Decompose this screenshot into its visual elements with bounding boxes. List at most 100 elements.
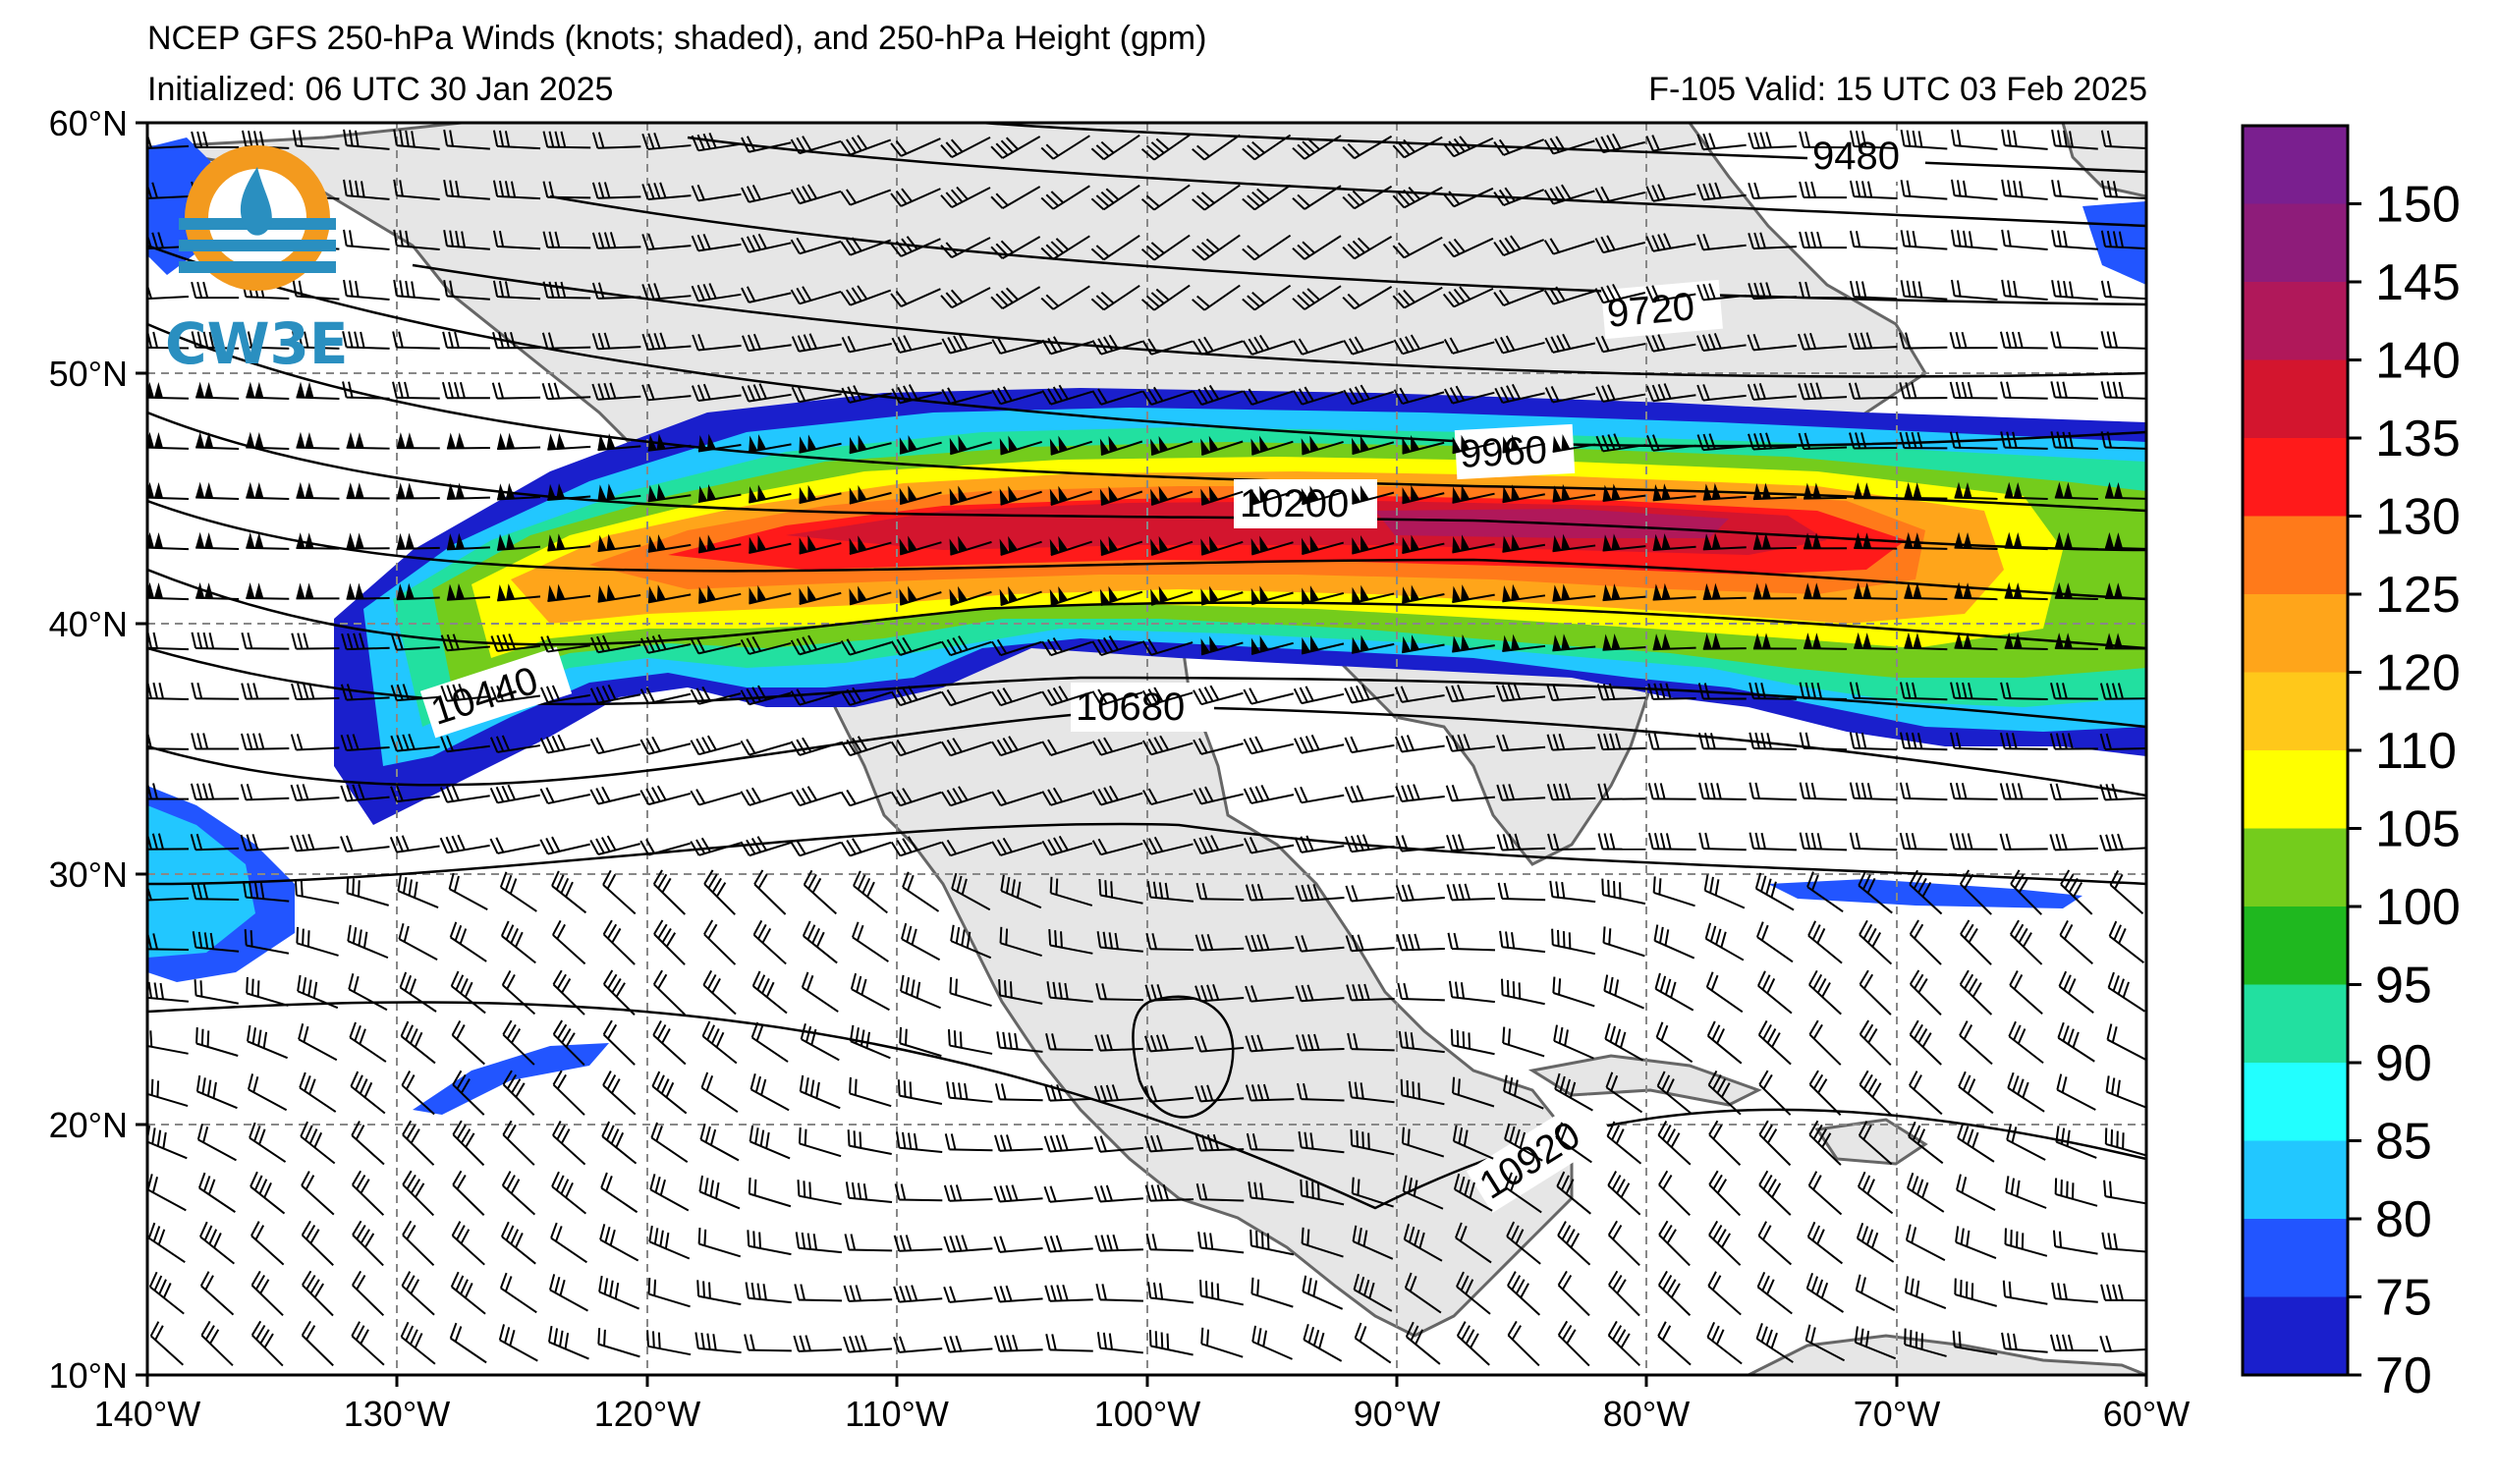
- wind-barb: [1849, 130, 1898, 149]
- wind-barb: [1899, 782, 1948, 801]
- wind-barb: [1354, 1322, 1392, 1364]
- wind-barb: [2004, 481, 2048, 501]
- wind-barb: [299, 1072, 337, 1113]
- wind-barb: [441, 381, 490, 400]
- colorbar-label: 110: [2375, 723, 2457, 780]
- wind-barb: [1697, 683, 1747, 700]
- wind-barb: [2100, 230, 2146, 250]
- wind-barb: [646, 1330, 692, 1356]
- wind-barb: [2109, 869, 2144, 914]
- wind-barb: [492, 331, 541, 350]
- wind-barb: [1900, 130, 1948, 150]
- wind-barb: [1758, 1070, 1792, 1116]
- wind-barb: [291, 632, 340, 650]
- wind-barb: [440, 735, 490, 753]
- wind-barb: [1342, 135, 1393, 160]
- wind-barb: [1301, 435, 1344, 456]
- wind-barb: [1193, 1035, 1245, 1053]
- wind-barb: [1242, 388, 1294, 406]
- wind-barb: [1351, 634, 1395, 654]
- wind-barb: [195, 431, 240, 451]
- wind-barb: [1752, 632, 1797, 650]
- wind-barb: [2060, 869, 2093, 915]
- wind-barb: [747, 1230, 792, 1256]
- colorbar-segment: [2243, 828, 2348, 907]
- wind-barb: [551, 870, 587, 914]
- wind-barb: [1603, 974, 1644, 1010]
- wind-barb: [790, 786, 842, 807]
- wind-barb: [1297, 1082, 1345, 1102]
- wind-barb: [341, 632, 390, 651]
- wind-barb: [1242, 284, 1292, 311]
- wind-barb: [1293, 686, 1345, 705]
- wind-barb: [1557, 1221, 1591, 1266]
- wind-barb: [597, 533, 641, 553]
- wind-barb: [1455, 1222, 1492, 1264]
- wind-barb: [991, 687, 1042, 707]
- wind-barb: [342, 331, 390, 350]
- cuba-land: [1527, 1054, 1762, 1107]
- wind-barb: [741, 233, 792, 253]
- wind-barb: [1595, 384, 1646, 403]
- wind-barb: [699, 1124, 740, 1162]
- wind-barb: [2104, 531, 2146, 550]
- logo-drop-icon: [240, 167, 272, 236]
- wind-barb: [1091, 838, 1143, 856]
- wind-barb: [949, 585, 992, 606]
- wind-barb: [2051, 280, 2098, 301]
- wind-barb: [1091, 688, 1143, 706]
- wind-barb: [1549, 880, 1596, 904]
- wind-barb: [2050, 682, 2098, 700]
- wind-barb: [1607, 1220, 1640, 1267]
- wind-barb: [300, 1121, 336, 1165]
- wind-barb: [2001, 129, 2048, 150]
- wind-barb: [296, 381, 340, 400]
- wind-barb: [794, 1284, 843, 1302]
- wind-barb: [940, 237, 991, 259]
- wind-barb: [390, 785, 440, 803]
- wind-barb: [1456, 1271, 1491, 1315]
- wind-barb: [1706, 1321, 1743, 1365]
- wind-barb: [348, 972, 388, 1012]
- wind-barb: [247, 1024, 289, 1060]
- wind-barb: [296, 582, 340, 600]
- wind-barb: [1949, 331, 1998, 350]
- wind-barb: [1194, 1133, 1245, 1152]
- wind-barb: [690, 735, 742, 756]
- wind-barb: [290, 833, 340, 852]
- wind-barb: [1960, 919, 1992, 965]
- colorbar-frame: [2241, 124, 2350, 1377]
- wind-barb: [1706, 1020, 1743, 1065]
- wind-barb: [2049, 1334, 2098, 1352]
- wind-barb: [1798, 332, 1848, 351]
- wind-barb: [1900, 180, 1948, 200]
- wind-barb: [1244, 837, 1295, 854]
- contour-label-9480: 9480: [1812, 135, 1900, 178]
- wind-barb: [899, 1026, 942, 1058]
- wind-barb: [991, 638, 1042, 657]
- wind-barb: [2104, 1127, 2146, 1157]
- wind-barb: [591, 282, 641, 300]
- wind-barb: [1398, 1030, 1445, 1054]
- wind-barb: [652, 869, 686, 915]
- wind-barb: [700, 1072, 739, 1113]
- wind-barb: [1646, 434, 1696, 452]
- wind-barb: [2054, 531, 2098, 551]
- wind-barb: [2000, 682, 2048, 700]
- wind-barb: [147, 1222, 186, 1264]
- wind-barb: [591, 332, 641, 351]
- colorbar-segment: [2243, 438, 2348, 517]
- wind-barb: [1195, 882, 1245, 902]
- wind-barb: [697, 584, 742, 604]
- wind-barb: [191, 632, 240, 650]
- wind-barb: [1500, 978, 1545, 1006]
- wind-barb: [2099, 833, 2146, 852]
- wind-barb: [452, 1120, 485, 1167]
- wind-barb: [1502, 434, 1545, 454]
- wind-barb: [1505, 1172, 1542, 1214]
- wind-barb: [191, 882, 240, 901]
- wind-barb: [1654, 972, 1694, 1012]
- wind-barb: [2009, 970, 2043, 1016]
- wind-barb: [290, 734, 340, 751]
- wind-barb: [1447, 932, 1496, 952]
